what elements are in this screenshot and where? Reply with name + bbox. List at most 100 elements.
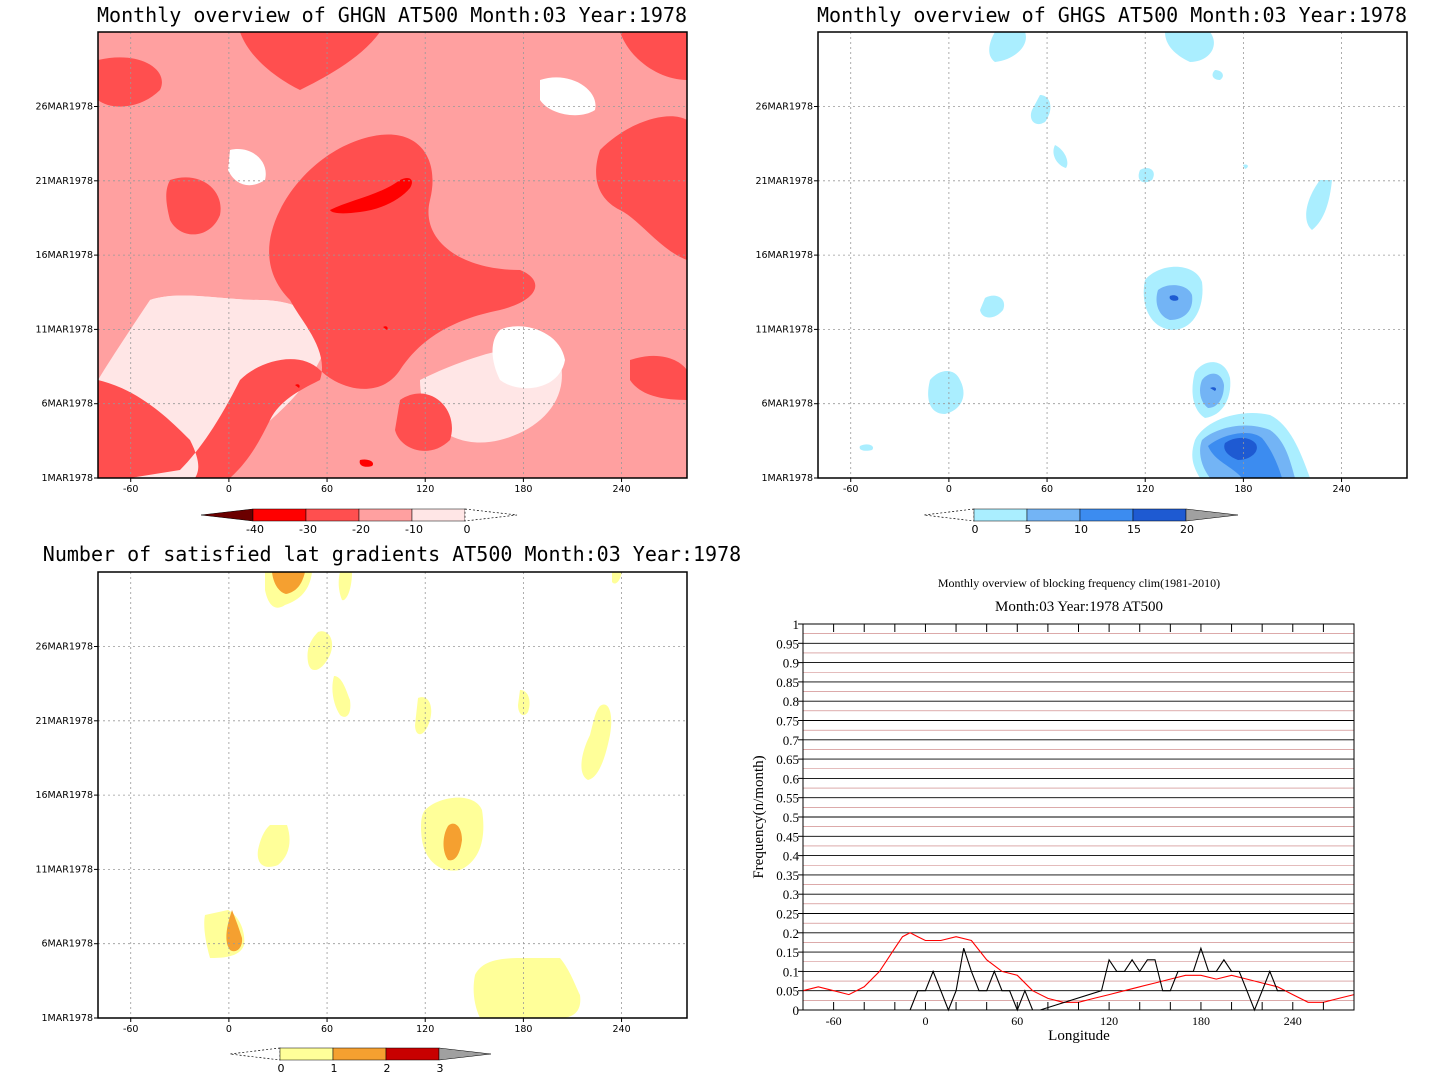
lat-gradients-colorbar-label: 3 bbox=[437, 1062, 444, 1075]
blocking-x-tick-label: -60 bbox=[826, 1014, 842, 1028]
ghgs-colorbar-label: 5 bbox=[1025, 523, 1032, 536]
lat-gradients-colorbar-box bbox=[332, 1047, 387, 1061]
blocking-y-tick-label: 0.75 bbox=[776, 714, 799, 729]
ghgs-colorbar-box bbox=[1079, 508, 1134, 522]
lat-gradients-colorbar-label: 2 bbox=[384, 1062, 391, 1075]
lat-gradients-colorbar-box bbox=[279, 1047, 334, 1061]
lat-gradients-x-tick-label: 240 bbox=[612, 1024, 630, 1035]
ghgs-y-tick-label: 1MAR1978 bbox=[761, 473, 813, 484]
ghgs-colorbar-label: 0 bbox=[972, 523, 979, 536]
blocking-y-tick-label: 0.5 bbox=[783, 810, 799, 825]
ghgs-title: Monthly overview of GHGS AT500 Month:03 … bbox=[817, 3, 1407, 27]
blocking-series-line-1 bbox=[909, 946, 1286, 1012]
ghgn-y-tick-label: 1MAR1978 bbox=[41, 473, 93, 484]
blocking-y-tick-label: 0.15 bbox=[776, 945, 799, 960]
blocking-y-tick-label: 1 bbox=[793, 617, 800, 632]
lat-gradients-y-tick-label: 1MAR1978 bbox=[41, 1013, 93, 1024]
ghgn-colorbar-label: -10 bbox=[405, 523, 423, 536]
ghgs-y-tick-label: 16MAR1978 bbox=[755, 250, 813, 261]
blocking-x-tick-label: 0 bbox=[922, 1014, 928, 1028]
blocking-x-tick-label: 180 bbox=[1192, 1014, 1210, 1028]
panel-lat-gradients: Number of satisfied lat gradients AT500 … bbox=[35, 542, 741, 1075]
ghgs-x-tick-label: 240 bbox=[1332, 484, 1350, 495]
ghgs-x-tick-label: 180 bbox=[1234, 484, 1252, 495]
ghgn-y-tick-label: 26MAR1978 bbox=[35, 102, 93, 113]
blocking-y-tick-label: 0 bbox=[793, 1003, 800, 1018]
lat-gradients-x-tick-label: 120 bbox=[416, 1024, 434, 1035]
lat-gradients-x-tick-label: 180 bbox=[514, 1024, 532, 1035]
panel-blocking-frequency: Monthly overview of blocking frequency c… bbox=[751, 576, 1355, 1044]
blocking-y-tick-label: 0.9 bbox=[783, 656, 799, 671]
ghgn-colorbar-box bbox=[358, 508, 413, 522]
lat-gradients-y-tick-label: 21MAR1978 bbox=[35, 716, 93, 727]
blocking-series-line-0 bbox=[802, 932, 1355, 1003]
ghgs-colorbar-box bbox=[1132, 508, 1187, 522]
ghgn-x-tick-label: 180 bbox=[514, 484, 532, 495]
ghgn-colorbar-high-triangle bbox=[464, 508, 518, 522]
ghgs-x-tick-label: -60 bbox=[843, 484, 859, 495]
ghgs-colorbar-box bbox=[1026, 508, 1081, 522]
ghgs-x-tick-label: 0 bbox=[946, 484, 952, 495]
lat-gradients-y-tick-label: 6MAR1978 bbox=[41, 939, 93, 950]
ghgs-colorbar-high-triangle bbox=[1185, 508, 1239, 522]
blocking-y-tick-label: 0.7 bbox=[783, 733, 800, 748]
ghgs-colorbar-label: 10 bbox=[1074, 523, 1088, 536]
ghgn-title: Monthly overview of GHGN AT500 Month:03 … bbox=[97, 3, 687, 27]
blocking-y-tick-label: 0.95 bbox=[776, 636, 799, 651]
ghgn-colorbar-label: -40 bbox=[246, 523, 264, 536]
ghgs-colorbar-label: 20 bbox=[1180, 523, 1194, 536]
ghgn-colorbar-label: -30 bbox=[299, 523, 317, 536]
blocking-x-tick-label: 120 bbox=[1100, 1014, 1118, 1028]
ghgn-contours bbox=[98, 32, 687, 478]
ghgn-x-tick-label: 120 bbox=[416, 484, 434, 495]
ghgs-contours bbox=[859, 32, 1332, 478]
blocking-y-tick-label: 0.85 bbox=[776, 675, 799, 690]
ghgs-x-tick-label: 60 bbox=[1041, 484, 1053, 495]
blocking-title: Monthly overview of blocking frequency c… bbox=[938, 576, 1220, 590]
panel-ghgn: Monthly overview of GHGN AT500 Month:03 … bbox=[35, 3, 688, 536]
blocking-y-tick-label: 0.35 bbox=[776, 868, 799, 883]
ghgs-colorbar-label: 15 bbox=[1127, 523, 1141, 536]
ghgn-x-tick-label: -60 bbox=[123, 484, 139, 495]
lat-gradients-x-tick-label: -60 bbox=[123, 1024, 139, 1035]
lat-gradients-colorbar-box bbox=[385, 1047, 440, 1061]
ghgs-y-tick-label: 21MAR1978 bbox=[755, 176, 813, 187]
blocking-y-axis-label: Frequency(n/month) bbox=[751, 755, 767, 878]
ghgn-x-tick-label: 60 bbox=[321, 484, 333, 495]
blocking-y-tick-label: 0.1 bbox=[783, 964, 799, 979]
ghgn-y-tick-label: 16MAR1978 bbox=[35, 250, 93, 261]
lat-gradients-x-tick-label: 60 bbox=[321, 1024, 333, 1035]
ghgn-colorbar-box bbox=[411, 508, 466, 522]
ghgn-colorbar: -40 -30 -20 -10 0 bbox=[200, 508, 518, 536]
lat-gradients-title: Number of satisfied lat gradients AT500 … bbox=[43, 542, 741, 566]
blocking-y-tick-label: 0.2 bbox=[783, 926, 799, 941]
lat-gradients-y-tick-label: 11MAR1978 bbox=[35, 864, 93, 875]
blocking-x-axis-label: Longitude bbox=[1048, 1028, 1110, 1044]
ghgs-x-tick-label: 120 bbox=[1136, 484, 1154, 495]
ghgs-y-tick-label: 26MAR1978 bbox=[755, 102, 813, 113]
ghgs-colorbar-box bbox=[973, 508, 1028, 522]
ghgn-y-tick-label: 21MAR1978 bbox=[35, 176, 93, 187]
ghgs-y-tick-label: 6MAR1978 bbox=[761, 399, 813, 410]
ghgs-colorbar: 0 5 10 15 20 bbox=[923, 508, 1239, 536]
ghgn-colorbar-box bbox=[305, 508, 360, 522]
lat-gradients-colorbar-label: 0 bbox=[278, 1062, 285, 1075]
ghgn-x-tick-label: 0 bbox=[226, 484, 232, 495]
ghgn-colorbar-label: 0 bbox=[464, 523, 471, 536]
blocking-subtitle: Month:03 Year:1978 AT500 bbox=[995, 599, 1163, 615]
blocking-y-tick-label: 0.65 bbox=[776, 752, 799, 767]
ghgn-colorbar-box bbox=[252, 508, 307, 522]
ghgn-y-tick-label: 11MAR1978 bbox=[35, 324, 93, 335]
ghgn-y-tick-label: 6MAR1978 bbox=[41, 399, 93, 410]
ghgn-x-tick-label: 240 bbox=[612, 484, 630, 495]
ghgn-colorbar-low-triangle bbox=[200, 508, 254, 522]
blocking-y-tick-label: 0.3 bbox=[783, 887, 799, 902]
lat-gradients-colorbar-high-triangle bbox=[438, 1047, 492, 1061]
blocking-y-tick-label: 0.4 bbox=[783, 849, 800, 864]
ghgn-colorbar-label: -20 bbox=[352, 523, 370, 536]
blocking-x-tick-label: 240 bbox=[1284, 1014, 1302, 1028]
blocking-y-tick-label: 0.45 bbox=[776, 829, 799, 844]
blocking-y-tick-label: 0.25 bbox=[776, 907, 799, 922]
blocking-x-tick-label: 60 bbox=[1011, 1014, 1023, 1028]
